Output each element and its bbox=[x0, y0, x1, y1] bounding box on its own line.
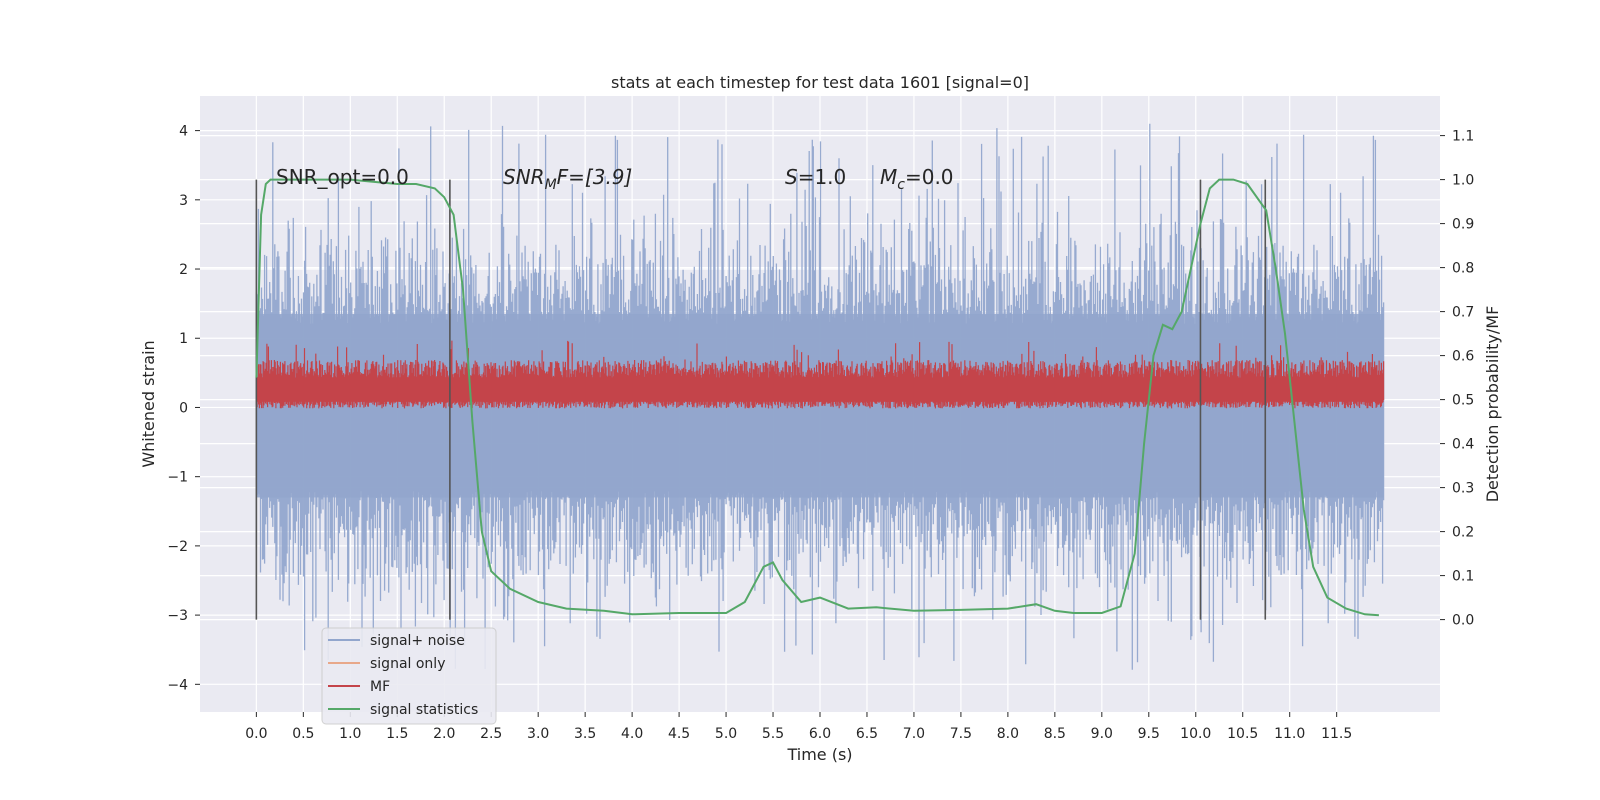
y-right-tick-label: 0.0 bbox=[1452, 613, 1474, 629]
x-tick-label: 7.5 bbox=[950, 726, 972, 742]
y-axis-ticks: 4 3 2 1 0 −1 −2 −3 −4 bbox=[167, 124, 200, 693]
y-right-tick-label: 0.8 bbox=[1452, 261, 1474, 277]
y-right-tick-label: 0.1 bbox=[1452, 569, 1474, 585]
annotation-s: S=1.0 bbox=[785, 165, 846, 189]
y-tick-label: −4 bbox=[167, 677, 188, 693]
x-tick-label: 8.0 bbox=[997, 726, 1019, 742]
x-tick-label: 7.0 bbox=[903, 726, 925, 742]
x-tick-label: 4.5 bbox=[668, 726, 690, 742]
x-axis-ticks: 0.0 0.5 1.0 1.5 2.0 2.5 3.0 3.5 4.0 4.5 5.0 5.5 6.0 6… bbox=[245, 712, 1352, 742]
x-tick-label: 1.0 bbox=[339, 726, 361, 742]
y-right-tick-label: 0.6 bbox=[1452, 349, 1474, 365]
annotation-mc-symbol: M bbox=[880, 165, 897, 189]
x-tick-label: 10.0 bbox=[1180, 726, 1211, 742]
x-axis-label: Time (s) bbox=[786, 745, 852, 764]
x-tick-label: 0.0 bbox=[245, 726, 267, 742]
vertical-markers bbox=[255, 179, 1267, 620]
y-right-axis-label: Detection probability/MF bbox=[1483, 306, 1502, 503]
x-tick-label: 6.0 bbox=[809, 726, 831, 742]
x-tick-label: 6.5 bbox=[856, 726, 878, 742]
signal-statistics-series bbox=[255, 178, 1379, 617]
x-tick-label: 5.5 bbox=[762, 726, 784, 742]
y-tick-label: −2 bbox=[167, 539, 188, 555]
y-right-tick-label: 0.9 bbox=[1452, 217, 1474, 233]
legend-label-mf: MF bbox=[370, 679, 390, 695]
x-tick-label: 9.0 bbox=[1091, 726, 1113, 742]
x-tick-label: 11.5 bbox=[1321, 726, 1352, 742]
y-tick-label: 4 bbox=[179, 124, 188, 140]
x-tick-label: 8.5 bbox=[1044, 726, 1066, 742]
x-tick-label: 3.5 bbox=[574, 726, 596, 742]
legend-label-signal-only: signal only bbox=[370, 656, 445, 672]
y-right-tick-label: 0.3 bbox=[1452, 481, 1474, 497]
y-tick-label: −1 bbox=[167, 470, 188, 486]
x-tick-label: 9.5 bbox=[1138, 726, 1160, 742]
legend: signal+ noise signal only MF signal stat… bbox=[321, 627, 497, 725]
y-right-tick-label: 1.1 bbox=[1452, 129, 1474, 145]
mf-series bbox=[255, 340, 1385, 409]
y-tick-label: 0 bbox=[179, 400, 188, 416]
annotation-snr-mf-subscript: M bbox=[545, 177, 557, 193]
y-tick-label: 2 bbox=[179, 262, 188, 278]
annotation-s-value: =1.0 bbox=[798, 165, 847, 189]
x-tick-label: 1.5 bbox=[386, 726, 408, 742]
annotation-mc-subscript: c bbox=[897, 177, 905, 193]
y-tick-label: 3 bbox=[179, 193, 188, 209]
x-tick-label: 3.0 bbox=[527, 726, 549, 742]
legend-box bbox=[321, 627, 497, 725]
x-tick-label: 0.5 bbox=[292, 726, 314, 742]
y-axis-label: Whitened strain bbox=[139, 340, 158, 467]
annotation-snr-mf: SNRMF=[3.9] bbox=[503, 165, 632, 193]
y-right-tick-label: 0.4 bbox=[1452, 437, 1474, 453]
y-right-tick-label: 0.7 bbox=[1452, 305, 1474, 321]
y-tick-label: −3 bbox=[167, 608, 188, 624]
y-right-tick-label: 0.2 bbox=[1452, 525, 1474, 541]
y-right-axis-ticks: 1.1 1.0 0.9 0.8 0.7 0.6 0.5 0.4 0.3 0.2 0.1 0.0 bbox=[1440, 129, 1474, 629]
annotation-mc: Mc=0.0 bbox=[880, 165, 954, 193]
y-right-tick-label: 1.0 bbox=[1452, 173, 1474, 189]
mf-core bbox=[256, 379, 1384, 402]
annotation-snr-mf-symbol: SNR bbox=[503, 165, 545, 189]
x-tick-label: 5.0 bbox=[715, 726, 737, 742]
annotation-s-symbol: S bbox=[785, 165, 798, 189]
legend-label-signal-statistics: signal statistics bbox=[370, 702, 478, 718]
annotation-snr-mf-value: F=[3.9] bbox=[557, 165, 633, 189]
x-tick-label: 2.5 bbox=[480, 726, 502, 742]
annotation-mc-value: =0.0 bbox=[905, 165, 954, 189]
annotation-snr-opt: SNR_opt=0.0 bbox=[276, 165, 409, 189]
y-tick-label: 1 bbox=[179, 331, 188, 347]
chart-title: stats at each timestep for test data 160… bbox=[611, 73, 1029, 92]
y-right-tick-label: 0.5 bbox=[1452, 393, 1474, 409]
signal-statistics-line bbox=[255, 178, 1379, 617]
x-tick-label: 2.0 bbox=[433, 726, 455, 742]
legend-label-noise: signal+ noise bbox=[370, 633, 465, 649]
x-tick-label: 11.0 bbox=[1274, 726, 1305, 742]
x-tick-label: 10.5 bbox=[1227, 726, 1258, 742]
x-tick-label: 4.0 bbox=[621, 726, 643, 742]
